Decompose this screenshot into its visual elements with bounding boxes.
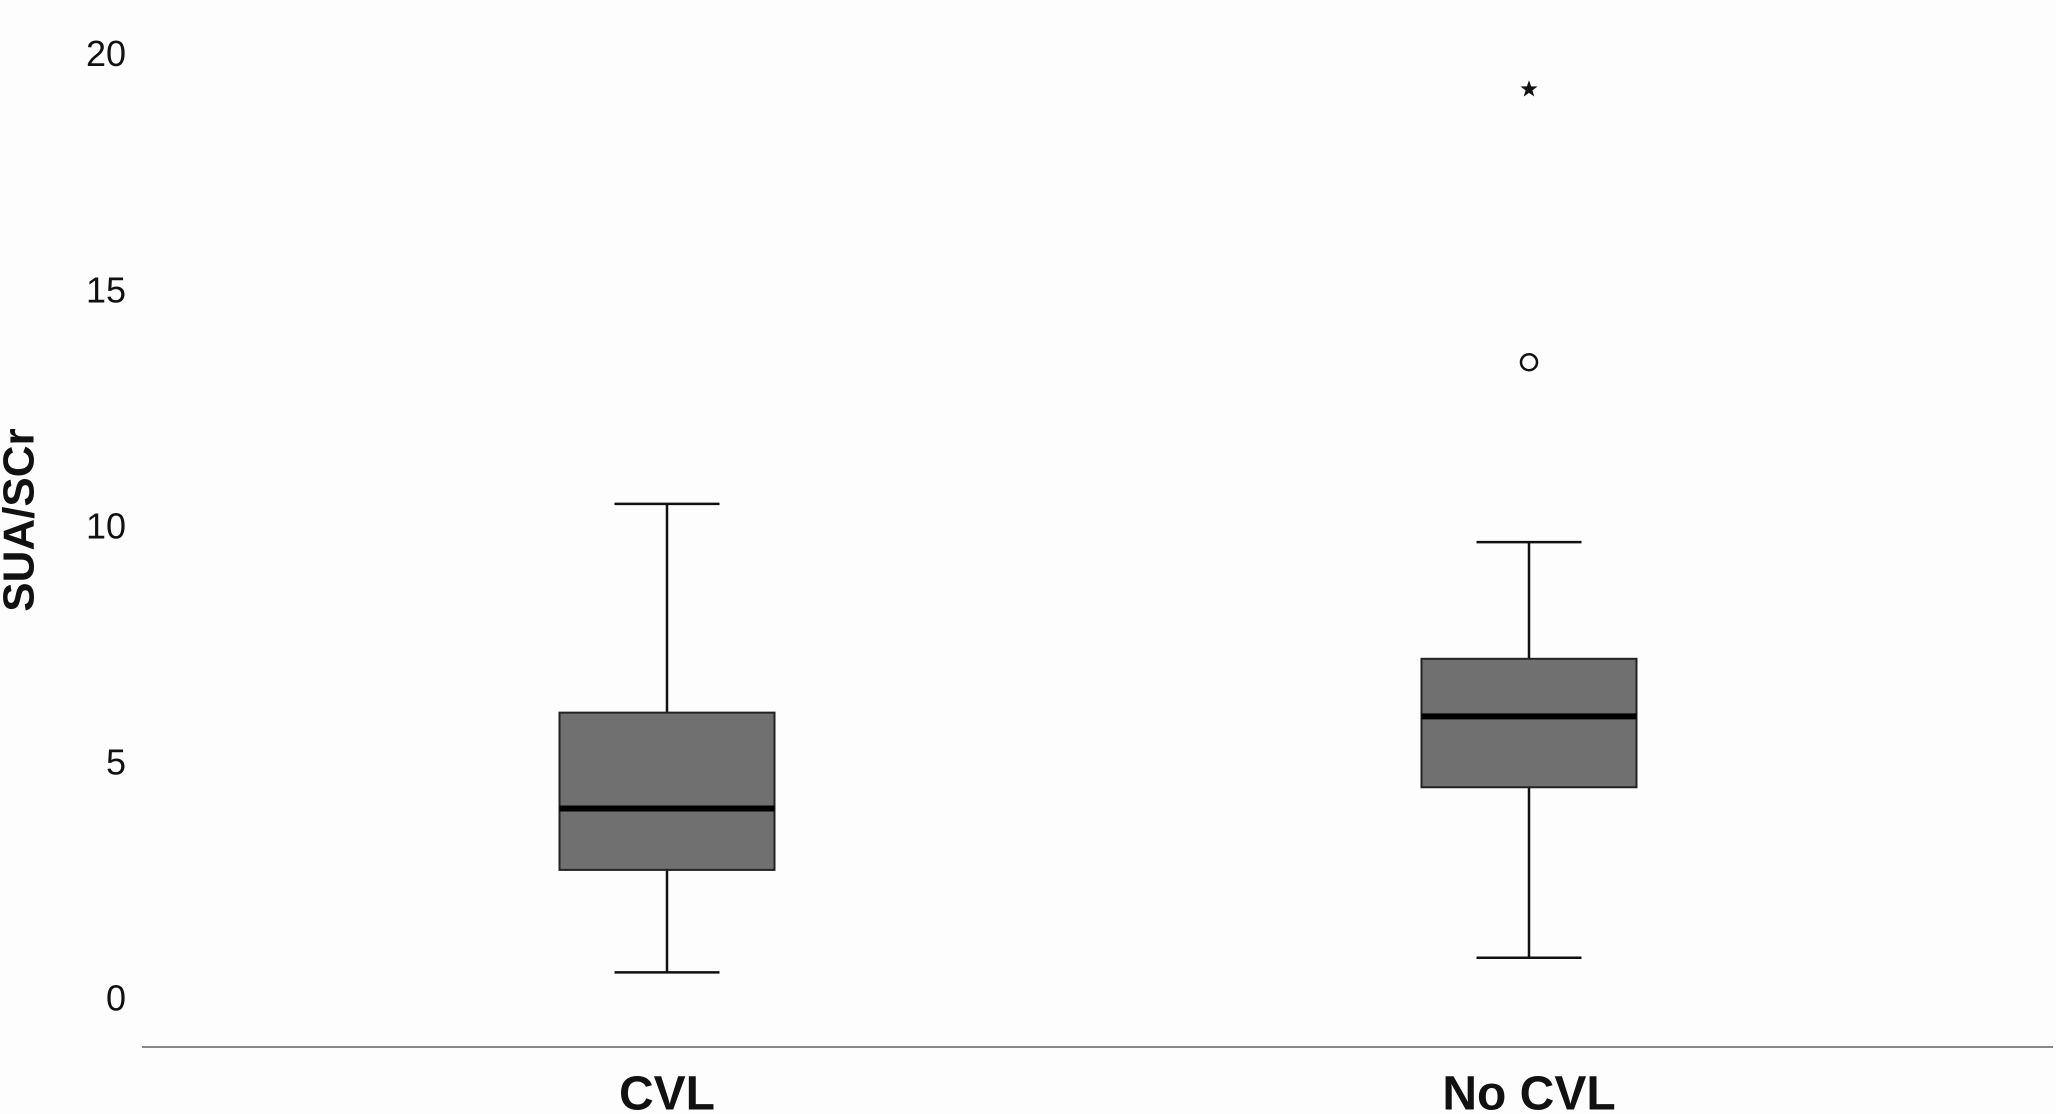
y-tick-label: 0 <box>106 978 126 1019</box>
y-tick-label: 15 <box>86 269 126 310</box>
y-tick-label: 10 <box>86 505 126 546</box>
y-axis-label: SUA/SCr <box>0 428 44 611</box>
outlier <box>1519 352 1539 372</box>
box <box>1420 657 1638 789</box>
box <box>558 711 776 871</box>
extreme <box>1520 80 1538 97</box>
x-tick-label: No CVL <box>1442 1068 1615 1114</box>
x-tick-label: CVL <box>619 1068 715 1114</box>
y-tick-label: 5 <box>106 742 126 783</box>
y-tick-label: 20 <box>86 33 126 74</box>
